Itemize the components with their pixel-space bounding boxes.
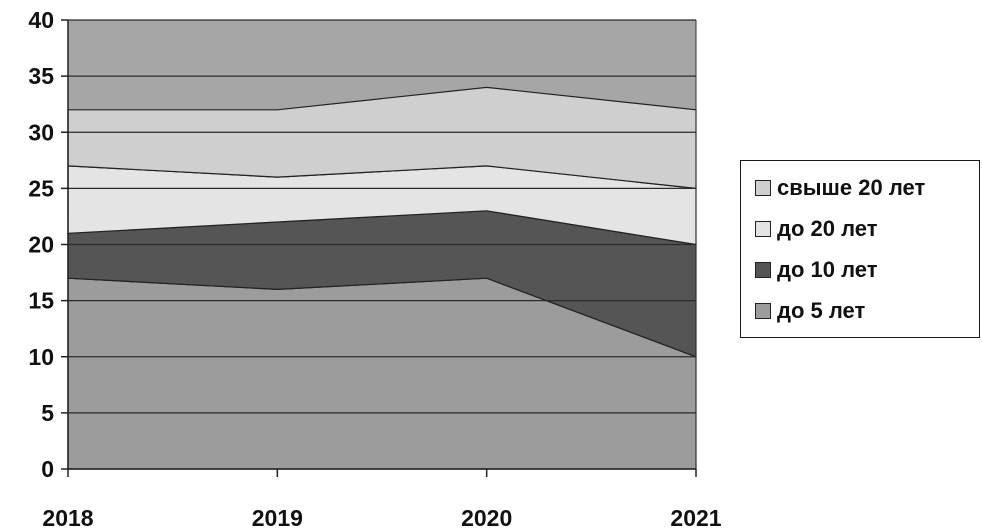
y-tick-label-25: 25	[28, 175, 54, 201]
legend-item: до 20 лет	[741, 208, 979, 249]
x-tick-label-2020: 2020	[461, 505, 512, 530]
legend-label: свыше 20 лет	[777, 174, 926, 200]
y-tick-label-0: 0	[41, 456, 54, 482]
x-tick-label-2018: 2018	[42, 505, 93, 530]
legend-label: до 10 лет	[777, 256, 878, 282]
legend-item: до 10 лет	[741, 249, 979, 290]
legend-label: до 20 лет	[777, 215, 878, 241]
legend-swatch	[755, 179, 771, 196]
y-tick-label-30: 30	[28, 119, 54, 145]
legend: свыше 20 лет до 20 лет до 10 лет до 5 лет	[740, 160, 980, 338]
legend-label: до 5 лет	[777, 297, 866, 323]
gridlines	[68, 19, 696, 414]
y-tick-label-15: 15	[28, 288, 54, 314]
y-tick-label-10: 10	[28, 344, 54, 370]
x-tick-label-2019: 2019	[252, 505, 303, 530]
legend-swatch	[755, 261, 771, 278]
legend-swatch	[755, 302, 771, 319]
x-tick-label-2021: 2021	[670, 505, 721, 530]
x-tick-labels: 2018 2019 2020 2021	[42, 505, 721, 530]
area-series-group	[67, 86, 697, 470]
y-tick-labels: 0 5 10 15 20 25 30 35 40	[28, 7, 54, 482]
y-tick-label-35: 35	[28, 63, 54, 89]
y-tick-label-20: 20	[28, 232, 54, 258]
y-tick-label-40: 40	[28, 7, 54, 33]
axes	[61, 19, 697, 477]
y-tick-label-5: 5	[41, 400, 54, 426]
legend-item: до 5 лет	[741, 290, 979, 331]
legend-item: свыше 20 лет	[741, 167, 979, 208]
legend-swatch	[755, 220, 771, 237]
